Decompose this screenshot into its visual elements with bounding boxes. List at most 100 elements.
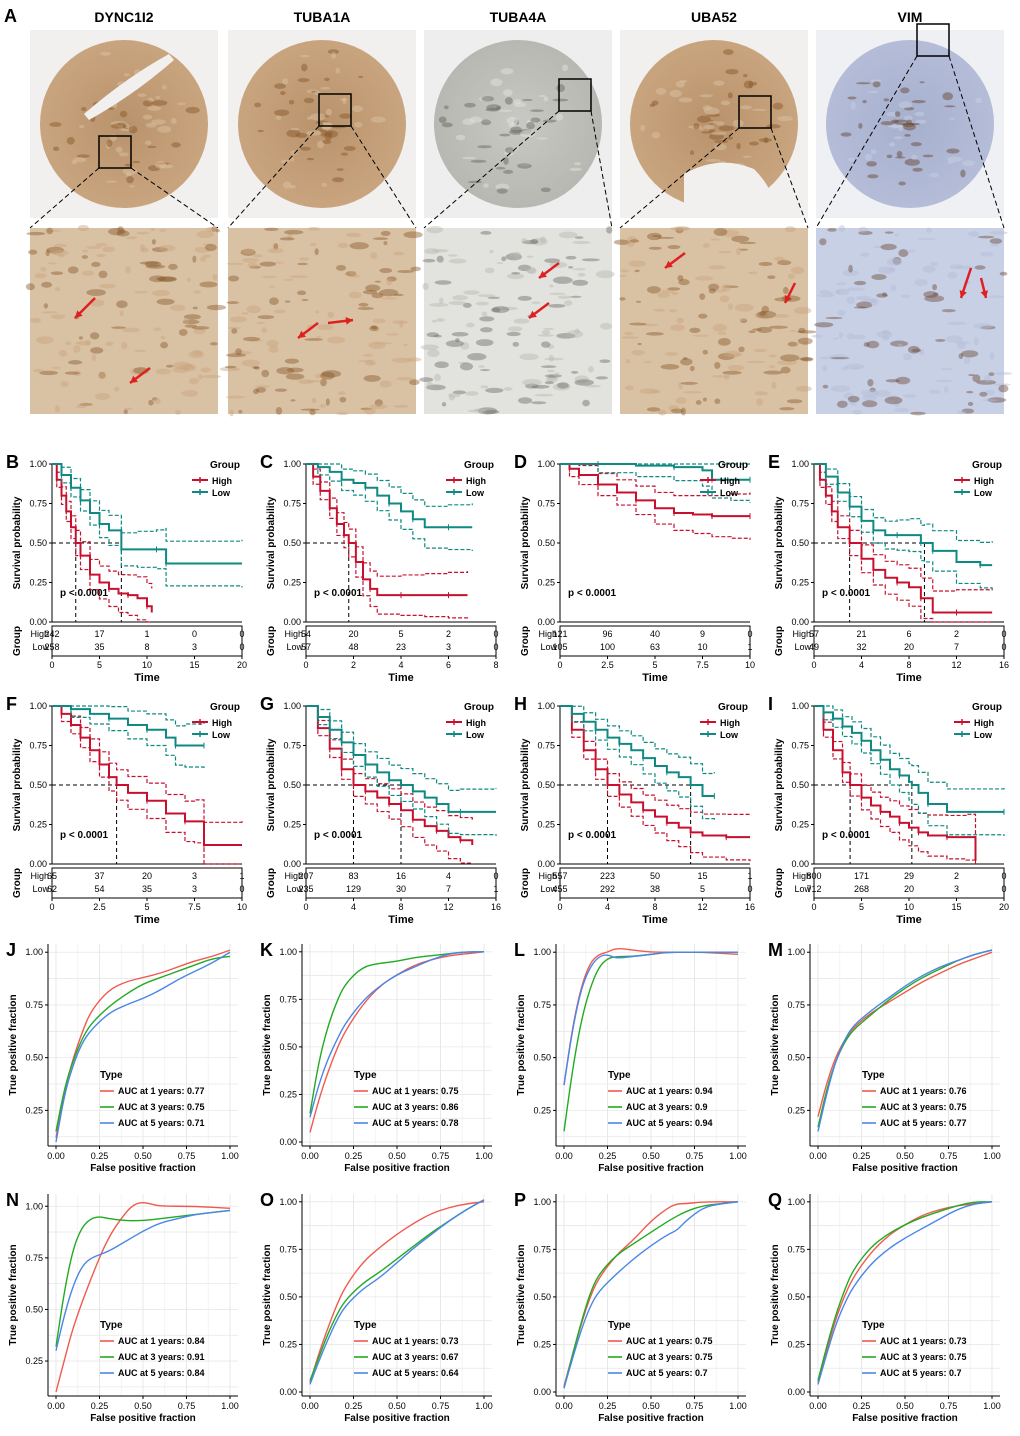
cell-texture <box>768 325 788 329</box>
cell-texture <box>155 368 172 375</box>
y-tick-label: 0.25 <box>279 1339 297 1349</box>
tissue-texture <box>483 183 489 188</box>
y-tick-label: 0.00 <box>537 859 555 869</box>
x-tick-label: 0.25 <box>91 1401 109 1411</box>
risk-row-label: Low <box>794 642 811 652</box>
y-axis-label: True positive fraction <box>8 994 19 1095</box>
cell-texture <box>922 265 936 273</box>
tissue-texture <box>513 102 527 108</box>
cell-texture <box>393 293 404 297</box>
tissue-texture <box>499 133 511 137</box>
cell-texture <box>266 340 279 347</box>
cell-texture <box>870 297 879 306</box>
cell-texture <box>116 300 128 309</box>
cell-texture <box>116 230 130 237</box>
y-axis-label: True positive fraction <box>770 1244 781 1345</box>
cell-texture <box>183 314 201 320</box>
risk-count: 0 <box>239 884 244 894</box>
cell-texture <box>557 295 572 299</box>
risk-count: 223 <box>600 871 615 881</box>
roc-curve-3y <box>563 1201 739 1389</box>
tissue-texture <box>914 119 927 124</box>
risk-count: 121 <box>552 629 567 639</box>
x-tick-label: 5 <box>97 660 102 670</box>
cell-texture <box>86 289 106 296</box>
cell-texture <box>634 269 640 273</box>
tissue-texture <box>122 167 138 175</box>
y-tick-label: 0.75 <box>29 499 47 509</box>
cell-texture <box>320 371 335 380</box>
tissue-texture <box>274 109 290 116</box>
cell-texture <box>866 340 880 349</box>
roc-curve-3y <box>55 1209 231 1347</box>
cell-texture <box>261 369 270 378</box>
cell-texture <box>25 283 35 291</box>
legend-label: High <box>974 718 994 728</box>
tissue-texture <box>893 136 903 140</box>
tissue-texture <box>520 130 536 138</box>
tissue-texture <box>649 103 656 107</box>
cell-texture <box>846 287 866 291</box>
x-tick-label: 1.00 <box>221 1401 239 1411</box>
panel-label: H <box>514 694 527 714</box>
risk-count: 2 <box>954 629 959 639</box>
risk-count: 800 <box>806 871 821 881</box>
cell-texture <box>373 342 393 345</box>
cell-texture <box>558 231 578 239</box>
legend-label: Low <box>466 488 485 498</box>
cell-texture <box>754 391 769 396</box>
x-tick-label: 0.00 <box>809 1401 827 1411</box>
x-axis-label: Time <box>388 914 413 926</box>
tissue-texture <box>495 167 506 170</box>
x-tick-label: 0 <box>49 902 54 912</box>
y-tick-label: 0.50 <box>283 538 301 548</box>
cell-texture <box>517 295 532 301</box>
x-tick-label: 0.75 <box>940 1401 958 1411</box>
tissue-texture <box>500 68 514 75</box>
y-tick-label: 0.25 <box>791 820 809 830</box>
risk-count: 4 <box>446 871 451 881</box>
cell-texture <box>348 291 362 299</box>
x-tick-label: 20 <box>237 660 247 670</box>
cell-texture <box>151 239 156 245</box>
cell-texture <box>924 295 945 303</box>
cell-texture <box>565 255 577 260</box>
y-tick-label: 0.75 <box>283 741 301 751</box>
zoom-image <box>228 228 416 414</box>
tissue-texture <box>144 140 152 145</box>
cell-texture <box>843 392 854 400</box>
cell-texture <box>990 243 999 247</box>
tissue-texture <box>280 159 290 164</box>
risk-row-label: High <box>284 629 303 639</box>
tissue-texture <box>906 119 912 125</box>
roc-curve-1y <box>309 1201 485 1383</box>
cell-texture <box>858 230 873 236</box>
cell-texture <box>767 275 776 279</box>
cell-texture <box>397 269 415 273</box>
cell-texture <box>427 349 440 358</box>
risk-count: 9 <box>700 629 705 639</box>
cell-texture <box>675 227 684 234</box>
legend-label: AUC at 5 years: 0.94 <box>626 1118 713 1128</box>
tissue-texture <box>705 158 721 162</box>
cell-texture <box>682 357 688 360</box>
x-tick-label: 0.00 <box>555 1151 573 1161</box>
legend-label: High <box>974 476 994 486</box>
cell-texture <box>719 295 730 303</box>
tissue-texture <box>342 97 347 105</box>
cell-texture <box>513 318 530 324</box>
cell-texture <box>739 318 746 322</box>
cell-texture <box>307 226 320 231</box>
x-tick-label: 16 <box>999 660 1009 670</box>
cell-texture <box>317 324 334 331</box>
x-tick-label: 0.75 <box>940 1151 958 1161</box>
tissue-texture <box>521 98 533 101</box>
cell-texture <box>81 270 95 276</box>
cell-texture <box>67 266 79 274</box>
cell-texture <box>834 288 850 296</box>
cell-texture <box>572 240 591 245</box>
y-tick-label: 0.25 <box>787 1105 805 1115</box>
arrow-head <box>665 260 673 268</box>
cell-texture <box>512 341 520 347</box>
cell-texture <box>309 242 317 247</box>
